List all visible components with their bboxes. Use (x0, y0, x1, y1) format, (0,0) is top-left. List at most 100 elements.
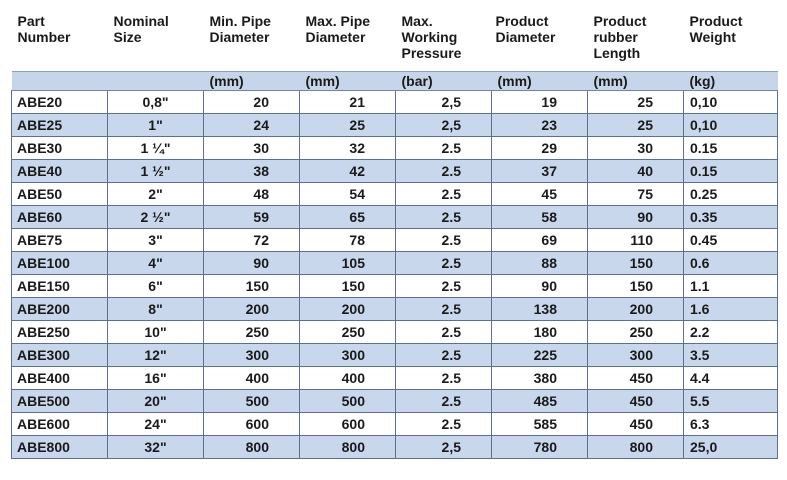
table-body: ABE20 0,8" 20 21 2,5 19 25 0,10 ABE25 1"… (11, 89, 778, 459)
cell-max-working-pressure: 2.5 (395, 274, 492, 298)
cell-part-number: ABE40 (11, 159, 108, 183)
cell-nominal-size: 8" (107, 297, 204, 321)
cell-nominal-size: 1" (107, 113, 204, 137)
unit-part-number (11, 71, 108, 91)
cell-product-diameter: 138 (491, 297, 588, 321)
cell-part-number: ABE800 (11, 435, 108, 459)
cell-product-weight: 4.4 (683, 366, 778, 390)
cell-product-diameter: 19 (491, 89, 588, 114)
cell-nominal-size: 32" (107, 435, 204, 459)
cell-nominal-size: 2" (107, 182, 204, 206)
cell-product-weight: 0.25 (683, 182, 778, 206)
table-row: ABE150 6" 150 150 2.5 90 150 1.1 (11, 274, 778, 298)
cell-product-diameter: 90 (491, 274, 588, 298)
cell-part-number: ABE600 (11, 412, 108, 436)
cell-max-working-pressure: 2,5 (395, 113, 492, 137)
cell-product-weight: 25,0 (683, 435, 778, 459)
table-row: ABE250 10" 250 250 2.5 180 250 2.2 (11, 320, 778, 344)
cell-product-diameter: 58 (491, 205, 588, 229)
cell-product-diameter: 37 (491, 159, 588, 183)
cell-min-pipe-diameter: 59 (203, 205, 300, 229)
cell-product-weight: 5.5 (683, 389, 778, 413)
cell-product-diameter: 380 (491, 366, 588, 390)
table-row: ABE40 1 ½" 38 42 2.5 37 40 0.15 (11, 159, 778, 183)
cell-product-weight: 0.6 (683, 251, 778, 275)
header-part-number: Part Number (11, 7, 108, 72)
table-header-row: Part Number Nominal Size Min. Pipe Diame… (11, 7, 778, 72)
cell-product-rubber-length: 250 (587, 320, 684, 344)
cell-max-pipe-diameter: 800 (299, 435, 396, 459)
cell-max-working-pressure: 2.5 (395, 389, 492, 413)
cell-max-pipe-diameter: 42 (299, 159, 396, 183)
cell-product-rubber-length: 800 (587, 435, 684, 459)
header-min-pipe-diameter: Min. Pipe Diameter (203, 7, 300, 72)
cell-product-weight: 0.15 (683, 136, 778, 160)
cell-min-pipe-diameter: 38 (203, 159, 300, 183)
cell-product-rubber-length: 150 (587, 251, 684, 275)
table-row: ABE200 8" 200 200 2.5 138 200 1.6 (11, 297, 778, 321)
cell-product-rubber-length: 200 (587, 297, 684, 321)
cell-max-pipe-diameter: 32 (299, 136, 396, 160)
table-row: ABE75 3" 72 78 2.5 69 110 0.45 (11, 228, 778, 252)
header-max-working-pressure: Max. Working Pressure (395, 7, 492, 72)
table-row: ABE20 0,8" 20 21 2,5 19 25 0,10 (11, 89, 778, 114)
cell-min-pipe-diameter: 20 (203, 89, 300, 114)
cell-product-weight: 2.2 (683, 320, 778, 344)
cell-max-working-pressure: 2.5 (395, 320, 492, 344)
cell-product-rubber-length: 75 (587, 182, 684, 206)
unit-min-pipe-diameter: (mm) (203, 71, 300, 91)
cell-product-rubber-length: 30 (587, 136, 684, 160)
cell-min-pipe-diameter: 72 (203, 228, 300, 252)
cell-product-rubber-length: 300 (587, 343, 684, 367)
spec-table-container: Part Number Nominal Size Min. Pipe Diame… (11, 7, 778, 459)
cell-product-diameter: 485 (491, 389, 588, 413)
cell-min-pipe-diameter: 300 (203, 343, 300, 367)
cell-max-working-pressure: 2.5 (395, 297, 492, 321)
table-row: ABE500 20" 500 500 2.5 485 450 5.5 (11, 389, 778, 413)
cell-nominal-size: 1 ½" (107, 159, 204, 183)
table-units-row: (mm) (mm) (bar) (mm) (mm) (kg) (11, 71, 778, 91)
cell-max-pipe-diameter: 150 (299, 274, 396, 298)
header-product-rubber-length: Product rubber Length (587, 7, 684, 72)
cell-min-pipe-diameter: 90 (203, 251, 300, 275)
cell-part-number: ABE150 (11, 274, 108, 298)
cell-product-rubber-length: 450 (587, 412, 684, 436)
table-row: ABE60 2 ½" 59 65 2.5 58 90 0.35 (11, 205, 778, 229)
cell-part-number: ABE500 (11, 389, 108, 413)
cell-max-pipe-diameter: 65 (299, 205, 396, 229)
cell-nominal-size: 0,8" (107, 89, 204, 114)
cell-product-rubber-length: 90 (587, 205, 684, 229)
cell-product-rubber-length: 450 (587, 389, 684, 413)
cell-product-weight: 0.45 (683, 228, 778, 252)
cell-min-pipe-diameter: 500 (203, 389, 300, 413)
cell-part-number: ABE25 (11, 113, 108, 137)
cell-max-working-pressure: 2.5 (395, 228, 492, 252)
cell-max-pipe-diameter: 25 (299, 113, 396, 137)
unit-product-diameter: (mm) (491, 71, 588, 91)
cell-max-working-pressure: 2.5 (395, 251, 492, 275)
cell-part-number: ABE400 (11, 366, 108, 390)
cell-min-pipe-diameter: 400 (203, 366, 300, 390)
cell-product-weight: 6.3 (683, 412, 778, 436)
cell-nominal-size: 3" (107, 228, 204, 252)
cell-nominal-size: 24" (107, 412, 204, 436)
cell-part-number: ABE75 (11, 228, 108, 252)
cell-product-diameter: 780 (491, 435, 588, 459)
cell-max-pipe-diameter: 300 (299, 343, 396, 367)
cell-part-number: ABE100 (11, 251, 108, 275)
cell-min-pipe-diameter: 800 (203, 435, 300, 459)
cell-max-pipe-diameter: 78 (299, 228, 396, 252)
header-product-diameter: Product Diameter (491, 7, 588, 72)
cell-product-diameter: 180 (491, 320, 588, 344)
cell-product-rubber-length: 450 (587, 366, 684, 390)
cell-product-rubber-length: 25 (587, 89, 684, 114)
table-row: ABE400 16" 400 400 2.5 380 450 4.4 (11, 366, 778, 390)
cell-nominal-size: 20" (107, 389, 204, 413)
cell-product-weight: 1.6 (683, 297, 778, 321)
cell-nominal-size: 4" (107, 251, 204, 275)
cell-max-working-pressure: 2.5 (395, 412, 492, 436)
cell-part-number: ABE60 (11, 205, 108, 229)
table-row: ABE25 1" 24 25 2,5 23 25 0,10 (11, 113, 778, 137)
cell-nominal-size: 2 ½" (107, 205, 204, 229)
cell-part-number: ABE250 (11, 320, 108, 344)
